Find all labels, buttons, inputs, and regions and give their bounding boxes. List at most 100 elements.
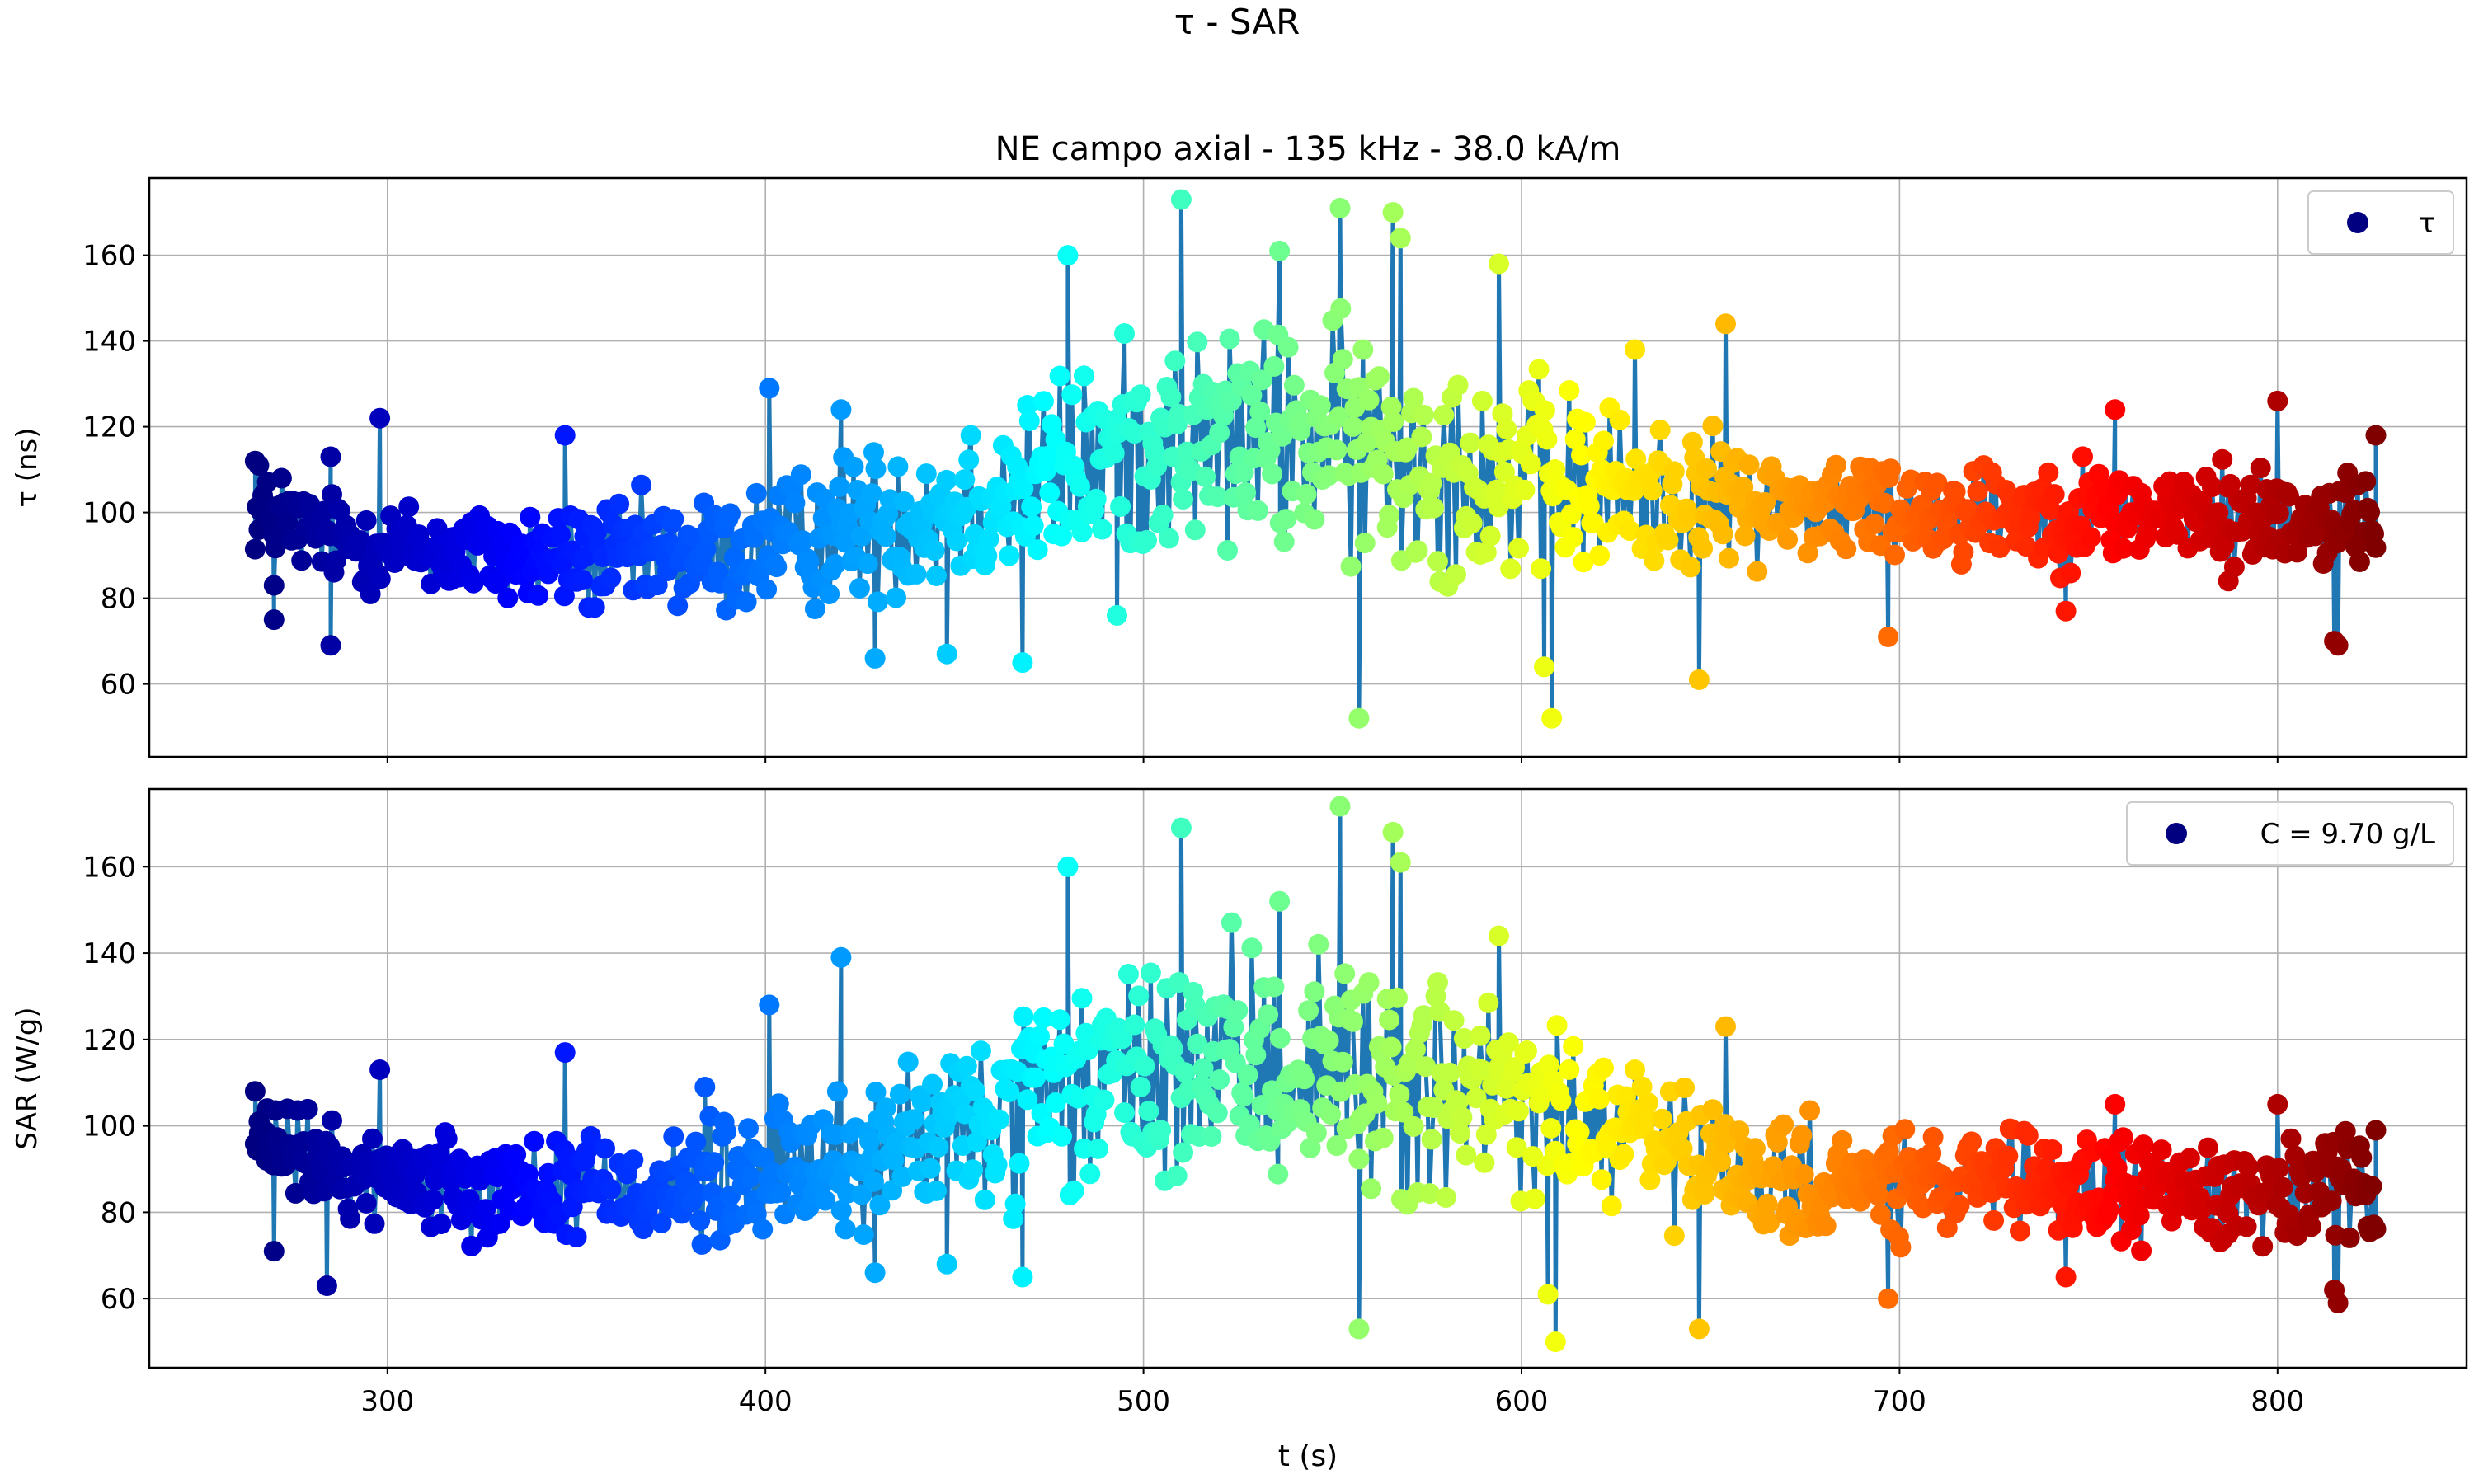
data-point <box>804 599 825 619</box>
data-point <box>1308 933 1329 955</box>
data-point <box>1967 481 1988 502</box>
data-point <box>1209 1069 1230 1090</box>
data-point <box>1884 544 1905 566</box>
data-point <box>1702 1099 1724 1120</box>
data-point <box>1245 417 1267 439</box>
data-point <box>1744 1138 1766 1159</box>
data-point <box>550 524 571 545</box>
data-point <box>1658 529 1679 551</box>
data-point <box>1239 1114 1260 1135</box>
data-point <box>1074 365 1094 387</box>
data-point <box>1656 1151 1677 1172</box>
data-point <box>859 1130 881 1152</box>
data-point <box>2055 600 2077 622</box>
data-point <box>1334 963 1356 984</box>
data-point <box>964 1080 985 1101</box>
data-point <box>954 1103 976 1125</box>
data-point <box>1304 509 1325 530</box>
data-point <box>1221 390 1242 411</box>
data-point <box>2238 1157 2259 1178</box>
data-point <box>1088 1138 1109 1159</box>
data-point <box>1379 505 1400 526</box>
data-point <box>1237 1064 1258 1086</box>
data-point <box>1712 524 1733 545</box>
data-point <box>1170 817 1192 838</box>
data-point <box>1478 992 1499 1013</box>
data-point <box>857 553 878 575</box>
data-point <box>360 583 381 604</box>
data-point <box>244 1081 266 1102</box>
data-point <box>2361 1176 2382 1197</box>
data-point <box>1092 519 1112 540</box>
data-point <box>1922 1126 1944 1148</box>
data-point <box>1411 426 1432 448</box>
data-point <box>1921 1143 1942 1164</box>
data-point <box>926 1180 947 1201</box>
data-point <box>1405 1039 1426 1060</box>
data-point <box>1389 1083 1410 1105</box>
data-point <box>736 591 757 613</box>
data-point <box>922 1073 943 1095</box>
data-point <box>689 1210 711 1231</box>
data-point <box>1130 384 1151 406</box>
data-point <box>766 556 788 578</box>
data-point <box>1251 369 1272 391</box>
data-point <box>1496 419 1517 439</box>
data-point <box>1734 525 1756 547</box>
data-point <box>1326 439 1348 461</box>
data-point <box>1390 228 1411 249</box>
data-point <box>1868 1185 1889 1206</box>
data-point <box>1715 1016 1736 1037</box>
data-point <box>1836 538 1857 560</box>
data-point <box>2044 484 2065 505</box>
data-point <box>897 1051 919 1073</box>
data-point <box>1747 561 1768 582</box>
series-markers <box>244 796 2387 1353</box>
x-tick-label: 700 <box>1873 1385 1926 1418</box>
data-point <box>2355 471 2377 492</box>
x-tick-label: 300 <box>360 1385 414 1418</box>
data-point <box>1641 480 1663 501</box>
data-point <box>1110 495 1131 517</box>
data-point <box>1591 1169 1612 1190</box>
data-point <box>1560 504 1582 525</box>
data-point <box>2349 551 2370 572</box>
data-point <box>1380 1036 1402 1058</box>
data-point <box>1049 365 1070 387</box>
data-point <box>364 1213 385 1234</box>
data-point <box>2105 1093 2126 1115</box>
data-point <box>1733 477 1754 498</box>
data-point <box>745 482 767 504</box>
data-point <box>1874 492 1895 514</box>
data-point <box>759 378 780 399</box>
data-point <box>1435 1186 1456 1208</box>
data-point <box>863 442 884 463</box>
x-axis-label: t (s) <box>1278 1439 1338 1473</box>
data-point <box>1124 1014 1145 1036</box>
data-point <box>1688 669 1710 690</box>
data-point <box>1021 496 1042 518</box>
data-point <box>1419 1183 1441 1205</box>
data-point <box>1372 463 1394 485</box>
data-point <box>1146 456 1168 477</box>
data-point <box>861 483 882 505</box>
data-point <box>759 994 780 1016</box>
data-point <box>924 540 945 561</box>
data-point <box>956 1055 977 1077</box>
data-point <box>2220 473 2241 495</box>
data-point <box>320 635 341 656</box>
data-point <box>2286 542 2307 563</box>
data-point <box>1318 1030 1339 1051</box>
data-point <box>829 477 850 497</box>
data-point <box>2272 1176 2293 1198</box>
data-point <box>436 1128 458 1149</box>
data-point <box>1474 1152 1495 1173</box>
data-point <box>978 528 999 550</box>
data-point <box>1443 1010 1465 1031</box>
data-point <box>1674 1077 1696 1098</box>
data-point <box>1439 1062 1460 1083</box>
data-point <box>1027 539 1048 561</box>
data-point <box>1390 852 1411 873</box>
data-point <box>1241 937 1263 959</box>
data-point <box>2365 425 2387 446</box>
